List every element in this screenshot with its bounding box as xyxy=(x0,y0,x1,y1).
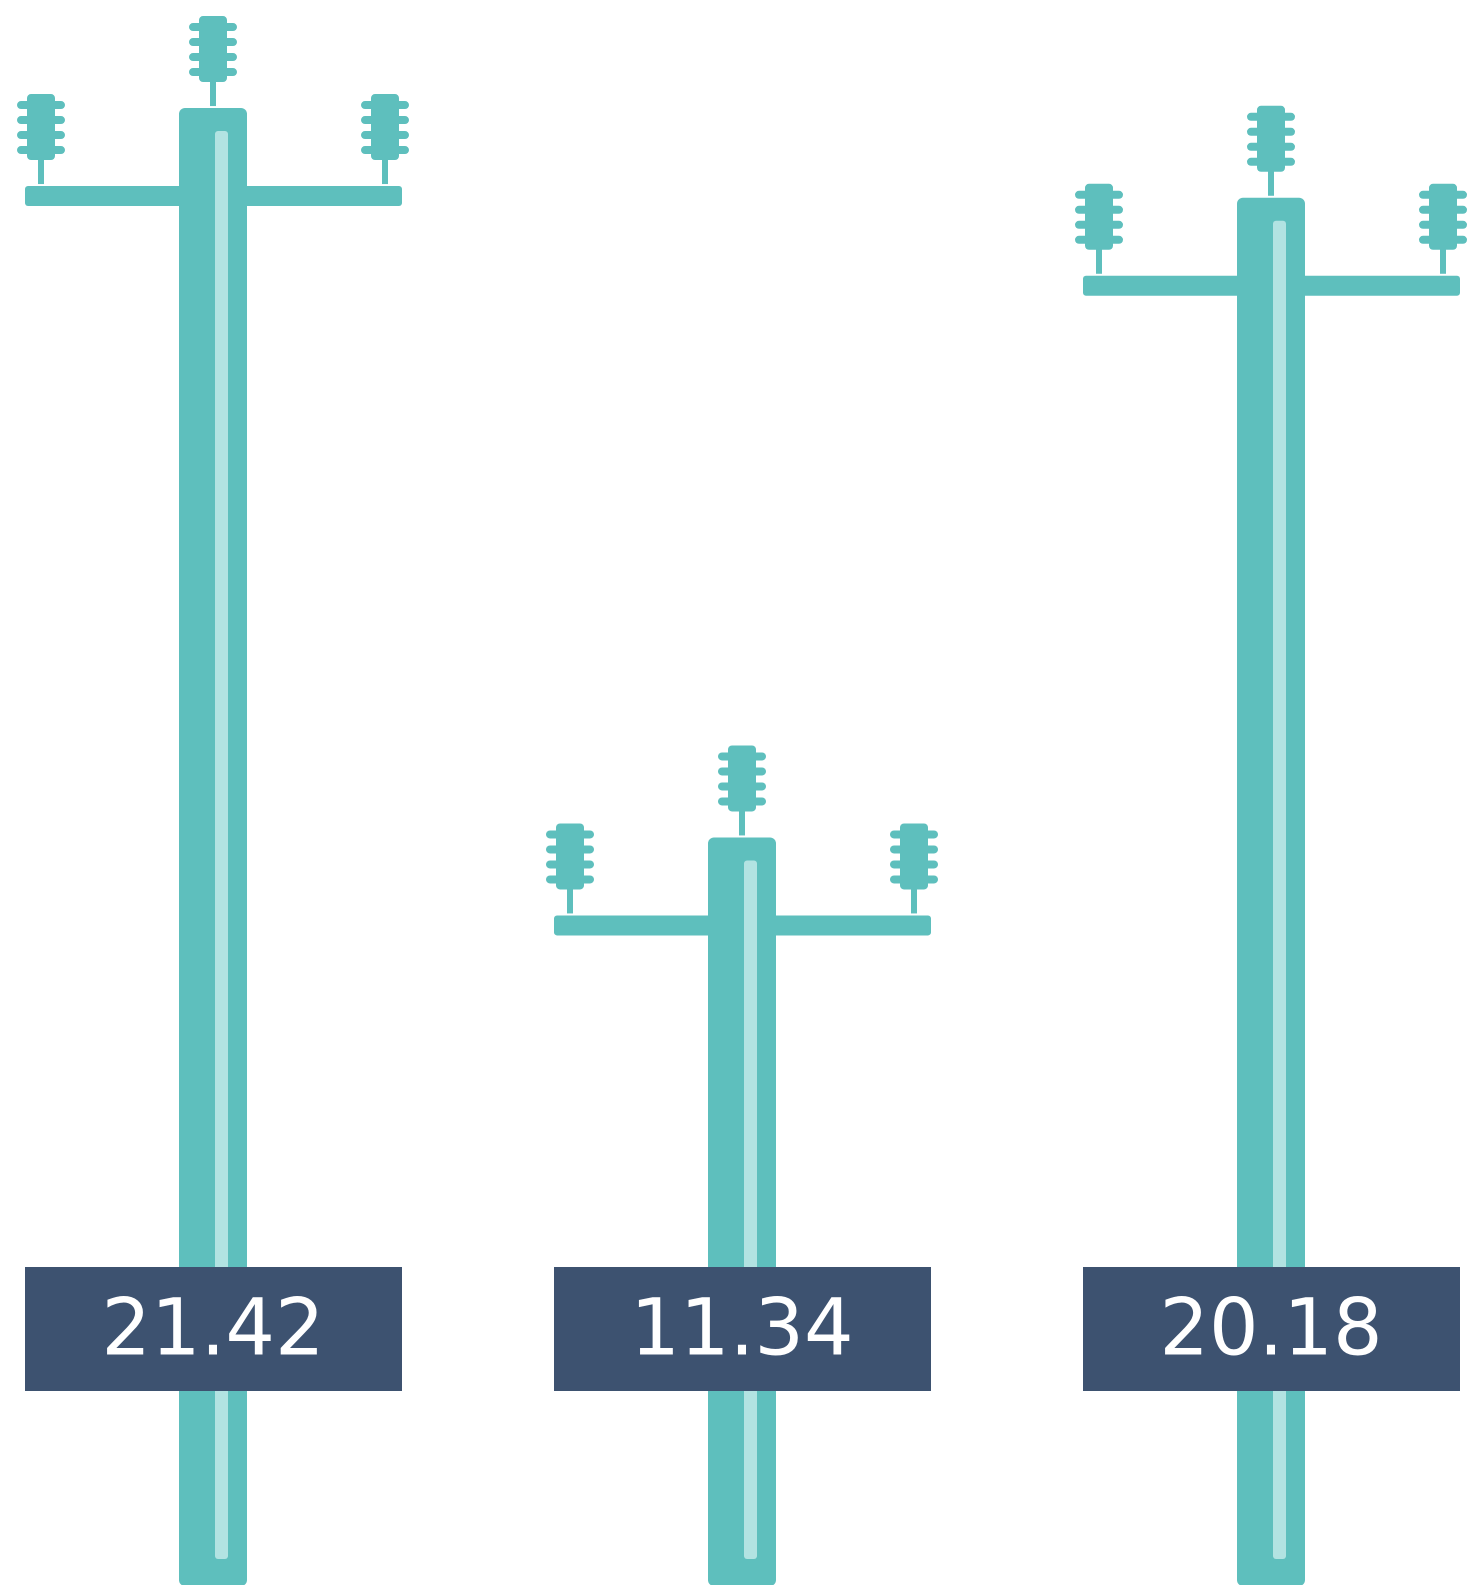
insulator-fin xyxy=(890,875,938,883)
insulator-fin xyxy=(17,131,65,139)
insulator-fin xyxy=(718,752,766,760)
value-label: 21.42 xyxy=(101,1283,324,1373)
page: {"chart_data": {"type": "pictograph", "v… xyxy=(0,0,1473,1585)
insulator-fin xyxy=(189,68,237,76)
insulator-fin xyxy=(546,875,594,883)
insulator-fin xyxy=(1075,191,1123,199)
insulator-fin xyxy=(1247,143,1295,151)
pole-highlight xyxy=(744,860,757,1559)
insulator-fin xyxy=(718,782,766,790)
insulator-fin xyxy=(1247,158,1295,166)
insulator-fin xyxy=(1419,221,1467,229)
pole-body xyxy=(708,837,776,1585)
insulator-fin xyxy=(361,131,409,139)
insulator-fin xyxy=(546,845,594,853)
insulator-fin xyxy=(361,146,409,154)
insulator-fin xyxy=(1419,206,1467,214)
insulator-fin xyxy=(890,845,938,853)
insulator-fin xyxy=(1247,113,1295,121)
value-label: 20.18 xyxy=(1159,1283,1382,1373)
insulator-fin xyxy=(17,146,65,154)
insulator-fin xyxy=(718,767,766,775)
insulator-fin xyxy=(1419,236,1467,244)
insulator-fin xyxy=(1247,128,1295,136)
insulator-fin xyxy=(17,116,65,124)
insulator-fin xyxy=(546,860,594,868)
insulator-fin xyxy=(546,830,594,838)
insulator-fin xyxy=(1075,206,1123,214)
pole: 20.18 xyxy=(1075,106,1467,1585)
pole: 11.34 xyxy=(546,745,938,1585)
pole: 21.42 xyxy=(17,16,409,1585)
value-label: 11.34 xyxy=(630,1283,853,1373)
insulator-fin xyxy=(361,101,409,109)
insulator-fin xyxy=(17,101,65,109)
insulator-fin xyxy=(890,860,938,868)
insulator-fin xyxy=(189,53,237,61)
insulator-fin xyxy=(1419,191,1467,199)
insulator-fin xyxy=(1075,221,1123,229)
insulator-fin xyxy=(189,23,237,31)
insulator-fin xyxy=(1075,236,1123,244)
insulator-fin xyxy=(890,830,938,838)
insulator-fin xyxy=(189,38,237,46)
insulator-fin xyxy=(718,797,766,805)
chart: 21.42 11.34 20.18 xyxy=(0,0,1473,1585)
insulator-fin xyxy=(361,116,409,124)
